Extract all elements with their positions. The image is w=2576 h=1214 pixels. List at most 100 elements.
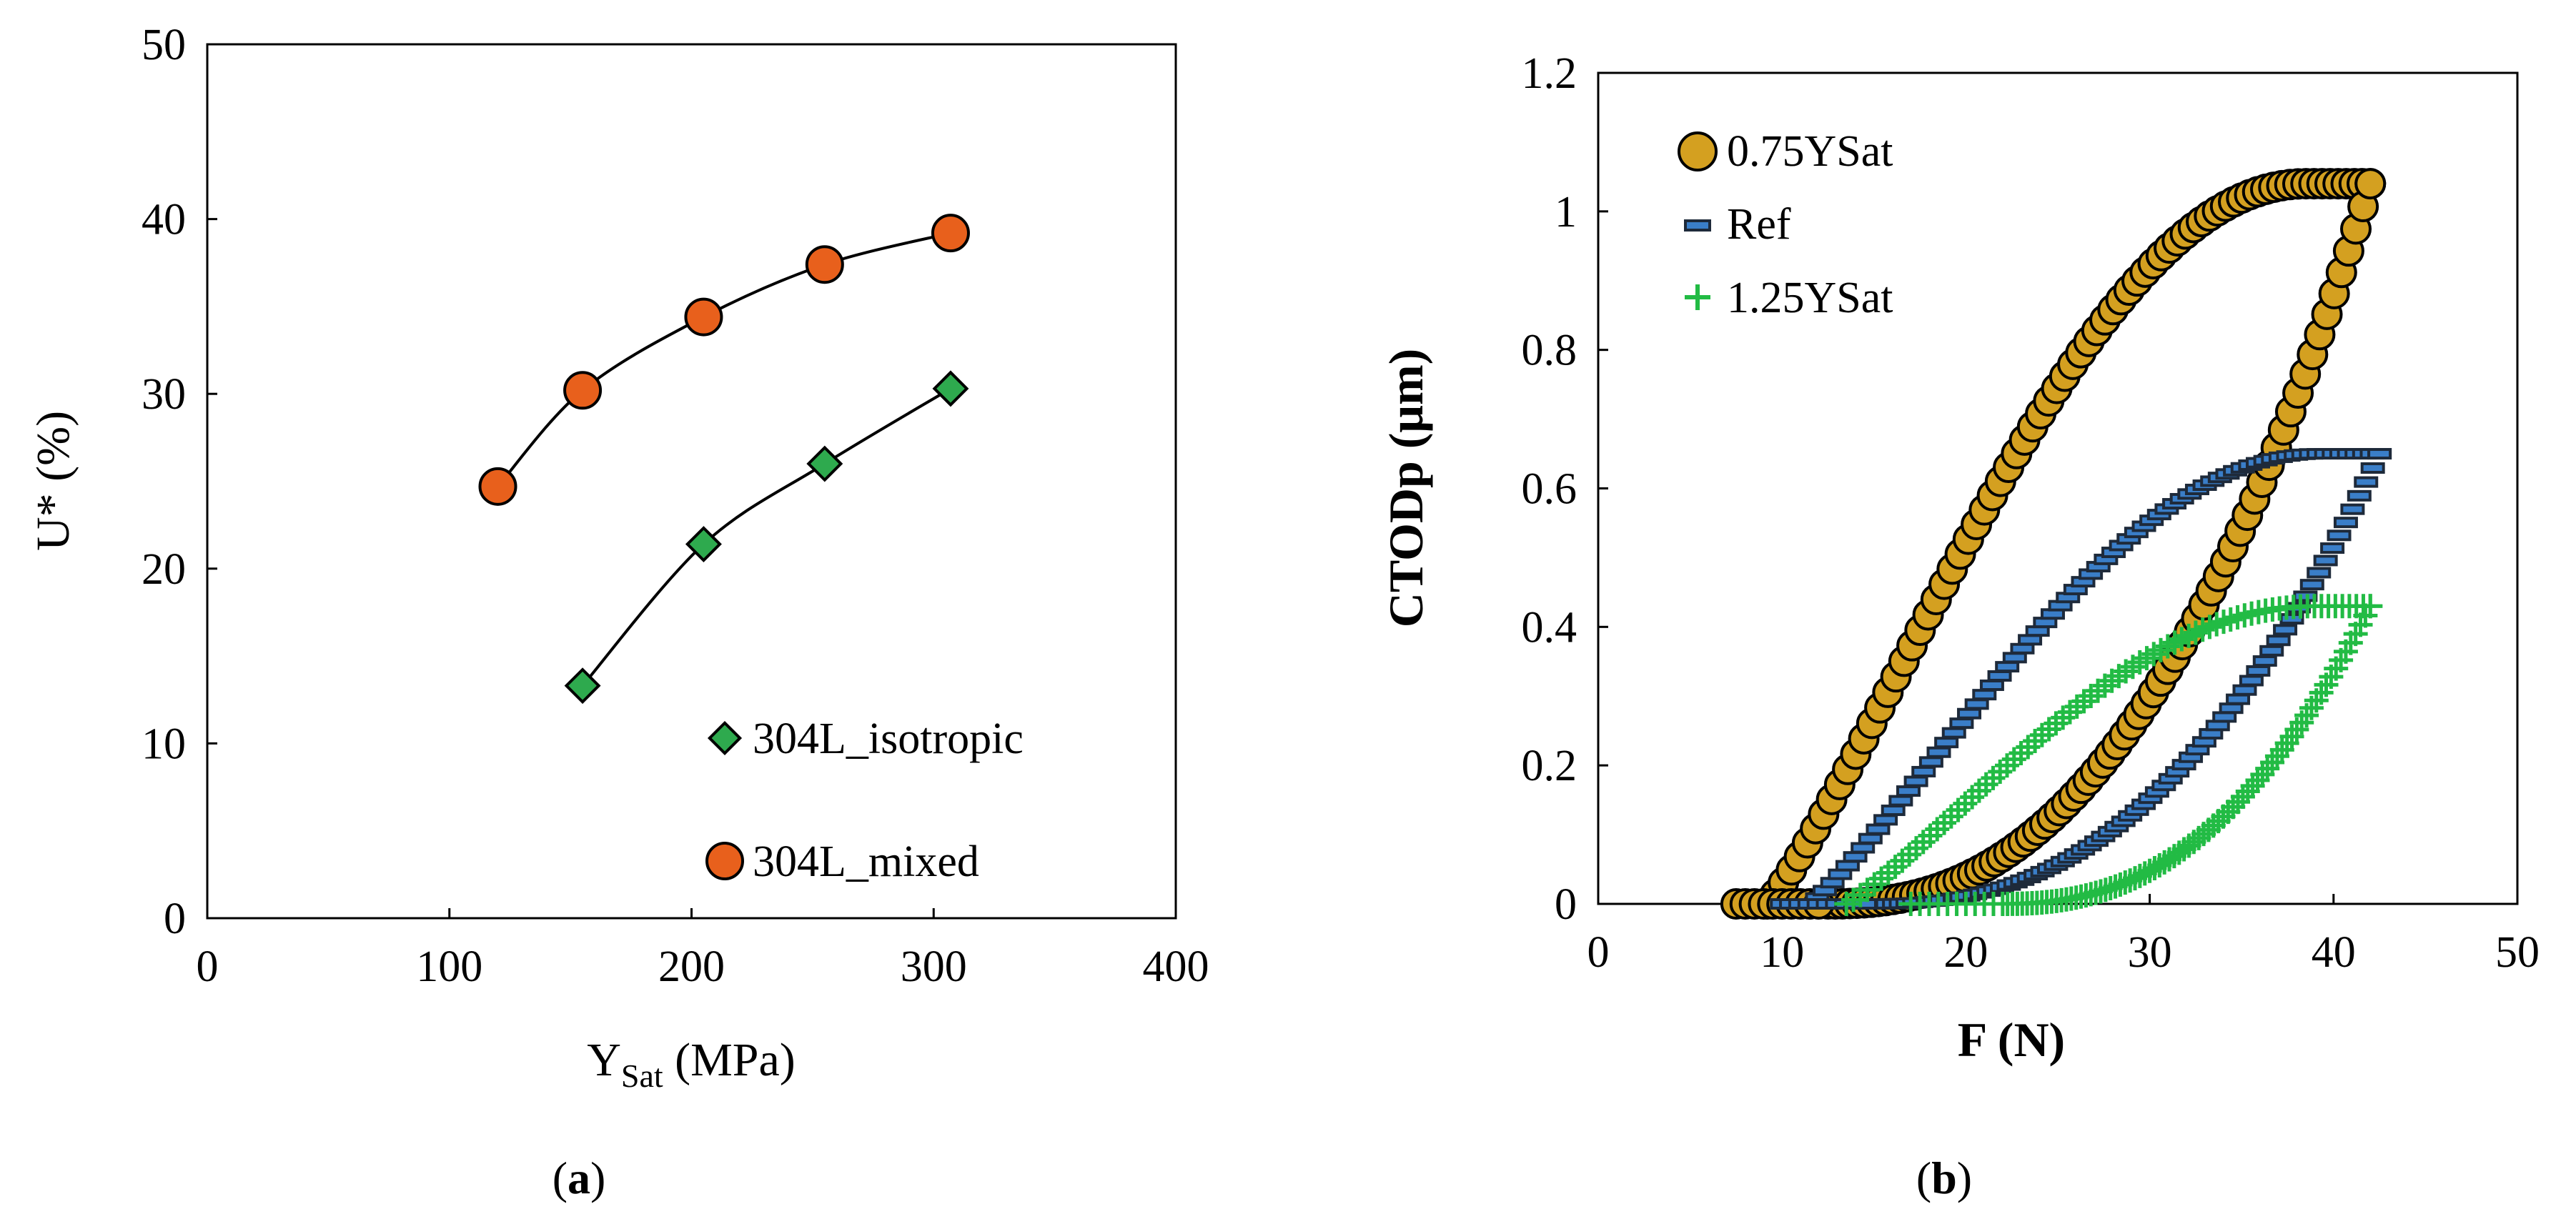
panel-b-y-tick-label: 0.4: [1522, 603, 1577, 652]
panel-b-y-tick-label: 0.6: [1522, 465, 1577, 514]
point-304L_mixed: [805, 245, 844, 284]
panel-b-y-tick-label: 0: [1555, 880, 1577, 929]
caption-letter: a: [568, 1153, 590, 1203]
x-label-subscript: Sat: [621, 1058, 663, 1094]
point-Ref: [2307, 567, 2332, 579]
panel-a-y-tick-label: 10: [142, 720, 186, 768]
point-Ref: [2340, 503, 2365, 515]
panel-a-points: [478, 214, 970, 705]
point-Ref: [2002, 652, 2027, 664]
panel-b-legend: 0.75YSat Ref 1.25YSat: [1678, 127, 1893, 322]
point-Ref: [2018, 634, 2043, 646]
point-Ref: [2232, 684, 2257, 696]
panel-b-y-tick-label: 0.2: [1522, 742, 1577, 790]
point-Ref: [1934, 737, 1959, 749]
point-304L_mixed: [478, 467, 517, 506]
legend-label-ref: Ref: [1727, 200, 1791, 249]
point-Ref: [2327, 529, 2352, 542]
point-Ref: [2299, 579, 2324, 591]
panel-b-plot-frame: [1597, 71, 2519, 905]
point-Ref: [2333, 517, 2358, 529]
panel-b-x-tick-label: 0: [1587, 928, 1610, 977]
point-Ref: [1979, 680, 2004, 692]
caption-open: (: [553, 1153, 568, 1203]
caption-letter: b: [1931, 1153, 1957, 1203]
legend-label-isotropic: 304L_isotropic: [753, 715, 1024, 763]
point-Ref: [2239, 675, 2264, 687]
fit-curve-304L_mixed: [496, 232, 951, 488]
point-304L_isotropic: [932, 370, 969, 407]
panel-b-y-tick-label: 1: [1555, 188, 1577, 237]
point-Ref: [1964, 698, 1989, 710]
legend-marker-mixed: [705, 842, 744, 880]
point-Ref: [1851, 842, 1876, 854]
panel-a-fit-curves: [496, 232, 951, 687]
panel-a-x-tick-label: 300: [901, 942, 967, 991]
legend-label-125ysat: 1.25YSat: [1727, 274, 1893, 322]
fit-curve-304L_isotropic: [581, 387, 951, 687]
panel-a-y-axis-label: U* (%): [27, 411, 79, 551]
point-Ref: [1987, 670, 2012, 682]
x-label-main: Y: [587, 1034, 621, 1086]
legend-marker-ref: [1684, 219, 1711, 232]
legend-label-075ysat: 0.75YSat: [1727, 127, 1893, 176]
point-Ref: [1881, 805, 1906, 817]
point-304L_isotropic: [564, 667, 601, 705]
panel-b-y-tick-label: 1.2: [1522, 49, 1577, 98]
point-304L_isotropic: [685, 526, 722, 563]
point-Ref: [2266, 635, 2291, 647]
panel-b-x-tick-label: 50: [2495, 928, 2540, 977]
caption-close: ): [590, 1153, 605, 1203]
point-304L_mixed: [563, 371, 603, 410]
point-Ref: [2219, 702, 2244, 715]
panel-a-x-tick-label: 0: [197, 942, 219, 991]
point-Ref: [2212, 711, 2237, 723]
point-Ref: [2226, 693, 2251, 705]
panel-a-x-tick-label: 400: [1143, 942, 1209, 991]
panel-b-points: [1720, 168, 2392, 920]
point-Ref: [1995, 661, 2020, 673]
panel-a-y-tick-label: 30: [142, 370, 186, 419]
caption-close: ): [1957, 1153, 1972, 1203]
point-Ref: [1941, 727, 1966, 739]
point-0.75YSat: [2354, 168, 2387, 200]
point-304L_mixed: [684, 297, 723, 337]
point-Ref: [2246, 665, 2271, 677]
panel-a-y-tick-label: 40: [142, 196, 186, 244]
point-Ref: [2273, 624, 2298, 636]
panel-b-x-axis-label: F (N): [1958, 1013, 2065, 1067]
panel-a-plot-frame: [206, 43, 1177, 920]
x-label-unit: (MPa): [663, 1034, 796, 1086]
point-Ref: [2354, 476, 2379, 488]
panel-a-x-tick-label: 100: [416, 942, 482, 991]
point-304L_isotropic: [806, 445, 843, 482]
point-Ref: [2010, 642, 2035, 655]
legend-label-mixed: 304L_mixed: [753, 837, 979, 886]
panel-a-y-tick-label: 50: [142, 21, 186, 69]
panel-b-x-tick-label: 30: [2128, 928, 2172, 977]
point-Ref: [2259, 645, 2284, 657]
panel-b-x-tick-label: 10: [1760, 928, 1804, 977]
point-304L_mixed: [931, 214, 970, 253]
point-Ref: [1918, 756, 1943, 768]
point-Ref: [1873, 814, 1898, 826]
panel-b-y-ticks: 0 0.2 0.4 0.6 0.8 1 1.2: [1522, 49, 1608, 929]
panel-a-caption: (a): [553, 1153, 606, 1203]
point-Ref: [1926, 746, 1951, 758]
caption-open: (: [1916, 1153, 1931, 1203]
point-Ref: [1835, 860, 1860, 872]
panel-a-y-ticks: 0 10 20 30 40 50: [142, 21, 217, 943]
point-Ref: [2320, 542, 2345, 554]
point-Ref: [1896, 785, 1921, 797]
point-1.25YSat: [2255, 756, 2280, 781]
panel-a-y-tick-label: 20: [142, 545, 186, 594]
legend-marker-isotropic: [707, 720, 743, 756]
point-Ref: [1866, 823, 1891, 835]
panel-a-x-axis-label: YSat (MPa): [587, 1034, 796, 1094]
panel-b: 0 0.2 0.4 0.6 0.8 1 1.2 0 10 20 30 40 50 CTODp (μm)…: [1379, 49, 2540, 1203]
legend-marker-075ysat: [1678, 131, 1718, 171]
point-Ref: [2252, 655, 2277, 667]
panel-a-x-ticks: 0 100 200 300 400: [197, 908, 1209, 991]
point-Ref: [2347, 489, 2372, 502]
